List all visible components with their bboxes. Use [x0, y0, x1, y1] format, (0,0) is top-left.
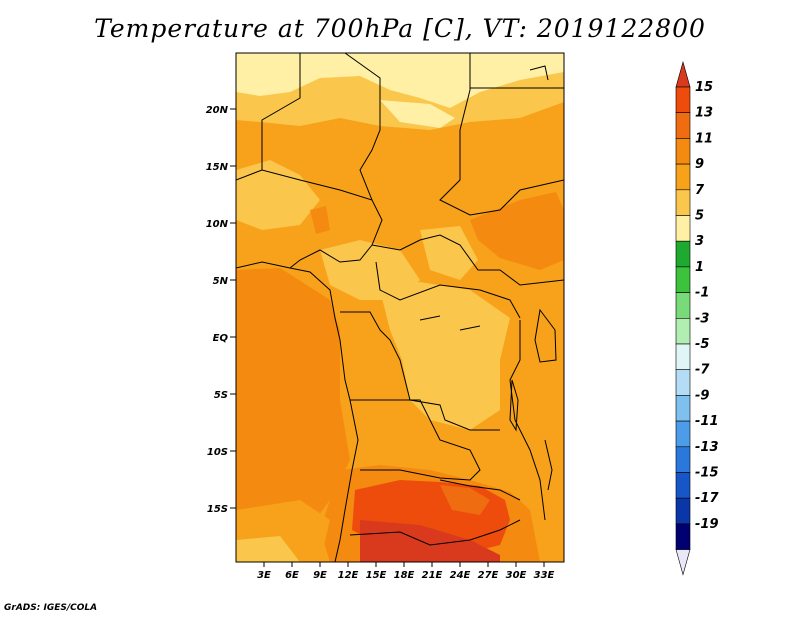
border-angola-zambia: [350, 399, 481, 481]
field-patch-south-hottest: [360, 520, 500, 562]
colorbar: 15 13 11 9 7 5 3 1 -1 -3 -5 -7 -9 -11 -13 -15 -17 -19: [675, 60, 719, 576]
colorbar-box: [675, 343, 691, 371]
colorbar-label: -7: [695, 363, 710, 378]
lon-label: 21E: [422, 570, 443, 581]
field-band-north-light: [236, 53, 564, 108]
field-patch-atlantic: [236, 268, 350, 562]
colorbar-label: -11: [695, 414, 719, 429]
colorbar-label: 7: [695, 183, 705, 198]
lat-label: 10N: [206, 219, 229, 230]
field-patch-light: [380, 100, 455, 128]
colorbar-box: [675, 472, 691, 499]
field-patch-south-mid: [440, 485, 490, 515]
border-drc-north: [375, 261, 521, 319]
lon-label: 27E: [478, 570, 499, 581]
lat-label: 20N: [206, 105, 229, 116]
border-congo-angola: [340, 311, 500, 431]
colorbar-label: 3: [695, 234, 704, 249]
lon-label: 3E: [257, 570, 271, 581]
colorbar-label: -5: [695, 337, 709, 352]
border-car: [371, 234, 564, 286]
colorbar-box: [675, 266, 691, 293]
colorbar-label: 1: [695, 260, 704, 275]
colorbar-box: [675, 86, 691, 114]
border-libya-chad: [439, 53, 564, 216]
country-borders: [236, 53, 564, 562]
lat-label: 15S: [207, 504, 228, 515]
lat-label: 10S: [207, 447, 228, 458]
colorbar-box: [675, 189, 691, 216]
colorbar-label: 15: [695, 80, 713, 95]
map-frame: [235, 52, 565, 563]
colorbar-label: -13: [695, 440, 719, 455]
temperature-field: [236, 53, 564, 562]
lon-label: 9E: [313, 570, 327, 581]
lon-label: 12E: [338, 570, 359, 581]
credit-text: GrADS: IGES/COLA: [4, 603, 98, 613]
lon-label: 24E: [450, 570, 471, 581]
lat-axis: 20N 15N 10N 5N EQ 5S 10S 15S: [206, 105, 236, 515]
colorbar-box: [675, 420, 691, 448]
border-east-rift: [509, 320, 546, 521]
colorbar-label: -19: [695, 517, 719, 532]
colorbar-box: [675, 240, 691, 268]
colorbar-label: -15: [695, 466, 719, 481]
lon-label: 6E: [285, 570, 299, 581]
lake-malawi: [544, 439, 553, 491]
colorbar-box: [675, 497, 691, 525]
border-algeria-niger: [344, 53, 381, 201]
colorbar-box: [675, 395, 691, 422]
colorbar-box: [675, 138, 691, 165]
field-patch-nigeria-warm: [310, 206, 330, 234]
lat-label: 5N: [213, 276, 229, 287]
colorbar-label: 9: [695, 157, 704, 172]
lon-label: 18E: [394, 570, 415, 581]
lat-label: 15N: [206, 162, 229, 173]
lon-label: 33E: [534, 570, 555, 581]
map-title: Temperature at 700hPa [C], VT: 201912280…: [94, 14, 706, 43]
lat-label: 5S: [214, 390, 228, 401]
lon-label: 30E: [506, 570, 527, 581]
colorbar-box: [675, 292, 691, 319]
field-patch-congo-2: [440, 340, 480, 390]
border-botswana: [439, 479, 521, 501]
lon-axis: 3E 6E 9E 12E 15E 18E 21E 24E 27E 30E 33E: [257, 562, 555, 581]
colorbar-box: [675, 317, 691, 345]
coast-northeast: [529, 65, 549, 81]
lake-tanganyika: [509, 379, 519, 432]
border-south: [349, 519, 521, 546]
colorbar-box: [675, 446, 691, 473]
border-mali-mauritania: [261, 53, 301, 170]
field-patch-sahel-east: [320, 240, 420, 300]
lake-victoria: [534, 308, 557, 363]
coastline-west: [236, 261, 359, 562]
lat-label: EQ: [213, 333, 229, 344]
colorbar-label: -1: [695, 286, 709, 301]
colorbar-label: 13: [695, 106, 713, 121]
colorbar-bottom-arrow: [675, 549, 691, 576]
colorbar-box: [675, 215, 691, 242]
colorbar-top-arrow: [675, 60, 691, 88]
field-patch-sahel-west: [236, 160, 320, 230]
colorbar-label: -17: [695, 491, 719, 506]
field-patch-central: [420, 226, 478, 280]
colorbar-box: [675, 523, 691, 550]
colorbar-label: -3: [695, 311, 709, 326]
colorbar-box: [675, 112, 691, 139]
river-congo: [419, 315, 481, 331]
border-nigeria: [236, 169, 383, 269]
colorbar-label: -9: [695, 388, 709, 403]
field-patch-southwest-light: [236, 536, 300, 562]
colorbar-label: 5: [695, 209, 704, 224]
colorbar-box: [675, 163, 691, 191]
colorbar-box: [675, 369, 691, 396]
lon-label: 15E: [366, 570, 387, 581]
colorbar-label: 11: [695, 131, 713, 146]
